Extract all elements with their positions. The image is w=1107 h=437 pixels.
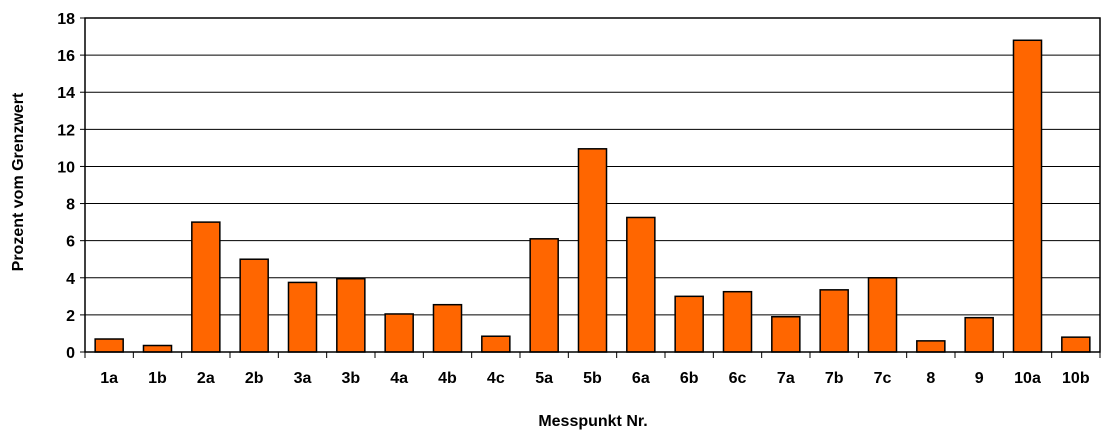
bar-3b [336,277,366,353]
x-tick-label-6b: 6b [680,370,699,387]
x-tick-label-8: 8 [926,370,935,387]
bar-3a [287,281,318,353]
bar-4c [481,335,511,353]
x-tick-label-1b: 1b [148,370,167,387]
bar-6c [722,290,753,353]
y-tick-label: 14 [57,85,75,102]
y-tick-label: 0 [66,345,75,362]
x-tick-label-6a: 6a [632,370,650,387]
x-tick-label-10b: 10b [1062,370,1090,387]
x-tick-label-4c: 4c [487,370,505,387]
y-tick-label: 6 [66,234,75,251]
bar-1a [94,338,124,353]
x-tick-label-6c: 6c [729,370,747,387]
bar-10b [1061,336,1091,353]
x-tick-label-4b: 4b [438,370,457,387]
x-tick-labels: 1a 1b 2a 2b 3a 3b 4a 4b 4c 5a 5b 6a 6b 6c 7a 7b 7c 8 9 10a 1… [100,370,1090,387]
y-tick-label: 8 [66,197,75,214]
y-tick-label: 2 [66,308,75,325]
x-tick-label-2b: 2b [245,370,264,387]
x-tick-label-4a: 4a [390,370,408,387]
bar-6a [626,216,656,353]
bar-2b [239,258,269,353]
bar-4a [384,313,414,353]
x-axis-title: Messpunkt Nr. [538,413,647,430]
x-tick-label-9: 9 [975,370,984,387]
bar-5b [577,148,608,353]
bar-6b [674,295,704,353]
y-tick-label: 12 [57,122,75,139]
bar-5a [529,238,559,353]
x-tick-label-3b: 3b [341,370,360,387]
y-tick-label: 4 [66,271,75,288]
x-tick-label-5a: 5a [535,370,553,387]
bar-2a [191,221,221,353]
bar-10a [1012,39,1043,353]
y-tick-labels: 0 2 4 6 8 10 12 14 16 18 [57,11,75,362]
y-axis-title: Prozent vom Grenzwert [10,92,27,271]
bar-7a [771,315,801,353]
x-tick-label-2a: 2a [197,370,215,387]
x-tick-label-7b: 7b [825,370,844,387]
x-tick-label-1a: 1a [100,370,118,387]
bar-4b [432,303,463,353]
bar-8 [916,340,946,353]
y-tick-label: 18 [57,11,75,28]
x-tick-label-10a: 10a [1014,370,1041,387]
axes [80,17,1101,358]
x-tick-label-7c: 7c [874,370,892,387]
x-tick-label-3a: 3a [294,370,312,387]
x-tick-label-5b: 5b [583,370,602,387]
bar-7c [867,277,898,353]
bar-1b [142,344,173,353]
y-tick-label: 10 [57,159,75,176]
plot-area-frame [84,17,1101,353]
x-tick-label-7a: 7a [777,370,795,387]
y-tick-label: 16 [57,48,75,65]
bar-7b [819,289,849,353]
bar-9 [964,316,994,353]
bars [94,39,1091,353]
